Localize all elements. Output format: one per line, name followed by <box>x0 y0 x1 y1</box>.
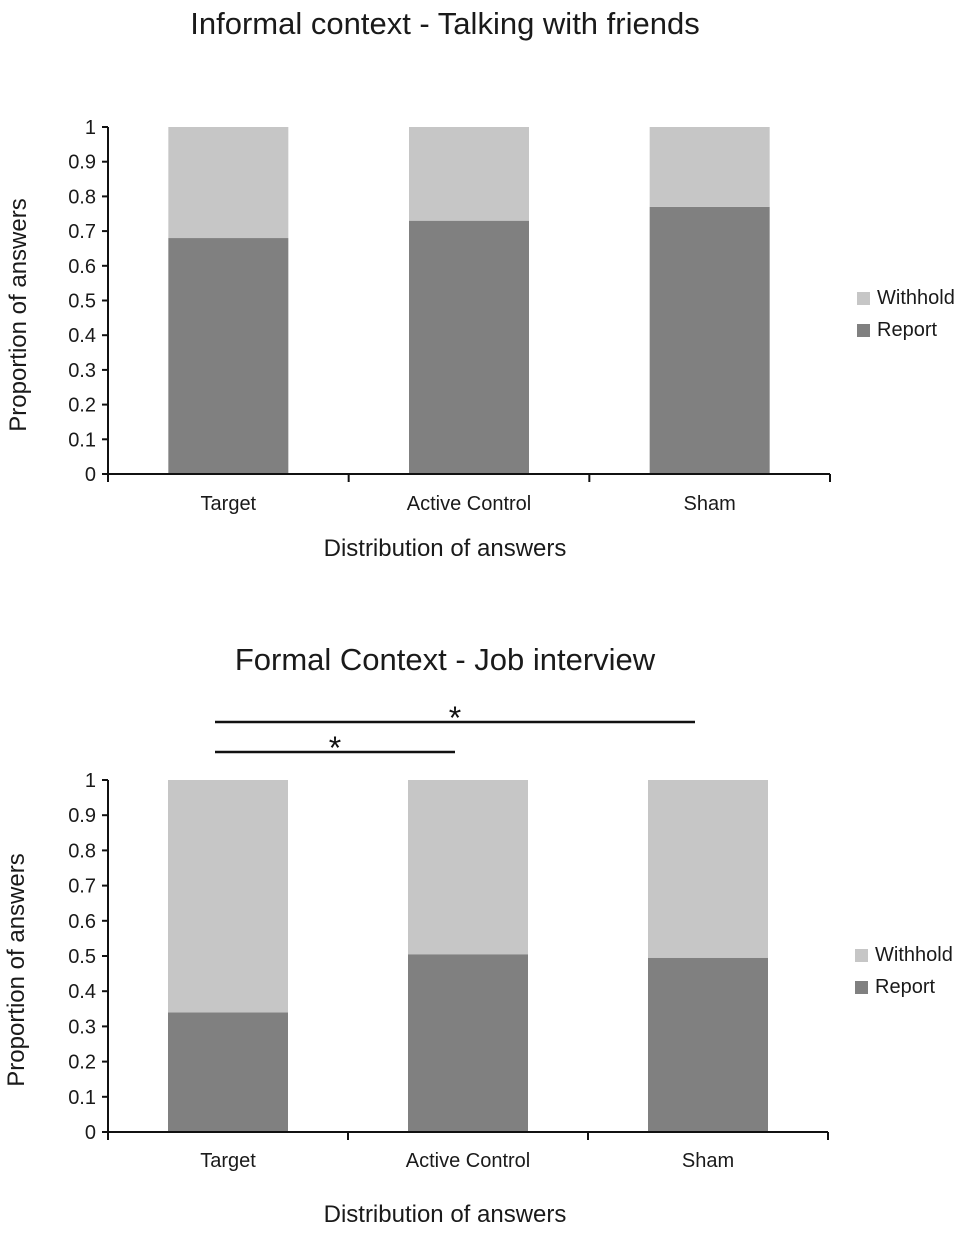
chart-title: Informal context - Talking with friends <box>190 6 700 41</box>
legend-swatch-report <box>857 323 870 337</box>
bar-report-target <box>168 1012 288 1132</box>
x-tick-label-sham: Sham <box>684 493 736 515</box>
informal-context-chart: Informal context - Talking with friends … <box>0 0 968 590</box>
chart-title: Formal Context - Job interview <box>234 642 656 677</box>
y-tick-label: 0 <box>85 464 96 486</box>
y-tick-label: 0.5 <box>68 946 96 968</box>
legend-item-withhold: Withhold <box>857 282 955 314</box>
bar-report-target <box>168 238 289 474</box>
y-tick-label: 0.7 <box>68 221 96 243</box>
x-axis-label: Distribution of answers <box>323 535 567 562</box>
legend-swatch-withhold <box>857 291 870 305</box>
bar-withhold-target <box>168 127 289 239</box>
bar-withhold-target <box>168 780 288 1013</box>
bar-withhold-sham <box>648 780 768 958</box>
y-tick-label: 0.8 <box>68 840 96 862</box>
bar-withhold-sham <box>649 127 770 207</box>
y-tick-label: 0.1 <box>68 1087 96 1109</box>
y-tick-label: 0.9 <box>68 152 96 174</box>
y-tick-label: 0.3 <box>68 1016 96 1038</box>
bar-report-active-control <box>409 220 529 474</box>
significance-star: * <box>449 700 461 736</box>
x-tick-label-target: Target <box>201 493 257 515</box>
legend-item-report: Report <box>855 971 953 1003</box>
bar-withhold-active-control <box>408 780 528 955</box>
y-tick-label: 0.7 <box>68 876 96 898</box>
bar-report-active-control <box>408 954 528 1132</box>
y-tick-label: 0.2 <box>68 395 96 417</box>
y-tick-label: 0.9 <box>68 805 96 827</box>
x-tick-label-active-control: Active Control <box>406 1150 531 1172</box>
legend-label-withhold: Withhold <box>877 286 955 309</box>
y-tick-label: 1 <box>85 117 96 139</box>
bar-report-sham <box>648 957 768 1132</box>
formal-context-chart: Formal Context - Job interview Proportio… <box>0 630 968 1233</box>
legend: Withhold Report <box>857 282 955 346</box>
significance-star: * <box>329 730 341 766</box>
x-tick-label-target: Target <box>200 1150 256 1172</box>
y-tick-label: 0.5 <box>68 291 96 313</box>
legend-label-report: Report <box>877 318 938 341</box>
legend-swatch-report <box>855 980 868 994</box>
y-tick-label: 0.1 <box>68 429 96 451</box>
y-tick-label: 1 <box>85 770 96 792</box>
y-tick-label: 0.8 <box>68 186 96 208</box>
y-tick-label: 0.6 <box>68 256 96 278</box>
x-axis-label: Distribution of answers <box>323 1201 567 1228</box>
legend-label-withhold: Withhold <box>875 943 953 966</box>
y-tick-label: 0.4 <box>68 981 96 1003</box>
legend-label-report: Report <box>875 975 936 998</box>
y-tick-label: 0.2 <box>68 1052 96 1074</box>
bar-withhold-active-control <box>409 127 529 221</box>
y-tick-label: 0.6 <box>68 911 96 933</box>
plot-area: 0 0.1 0.2 0.3 0.4 0.5 0.6 0.7 0.8 0.9 1 Target Activ… <box>68 117 831 515</box>
legend-item-report: Report <box>857 314 955 346</box>
y-tick-label: 0 <box>85 1122 96 1144</box>
legend-swatch-withhold <box>855 948 868 962</box>
legend: Withhold Report <box>855 939 953 1003</box>
x-tick-label-sham: Sham <box>682 1150 734 1172</box>
legend-item-withhold: Withhold <box>855 939 953 971</box>
bar-report-sham <box>649 206 770 474</box>
x-tick-label-active-control: Active Control <box>407 493 532 515</box>
y-tick-label: 0.4 <box>68 325 96 347</box>
y-tick-label: 0.3 <box>68 360 96 382</box>
plot-area: 0 0.1 0.2 0.3 0.4 0.5 0.6 0.7 0.8 0.9 1 Target Activ… <box>68 700 829 1172</box>
